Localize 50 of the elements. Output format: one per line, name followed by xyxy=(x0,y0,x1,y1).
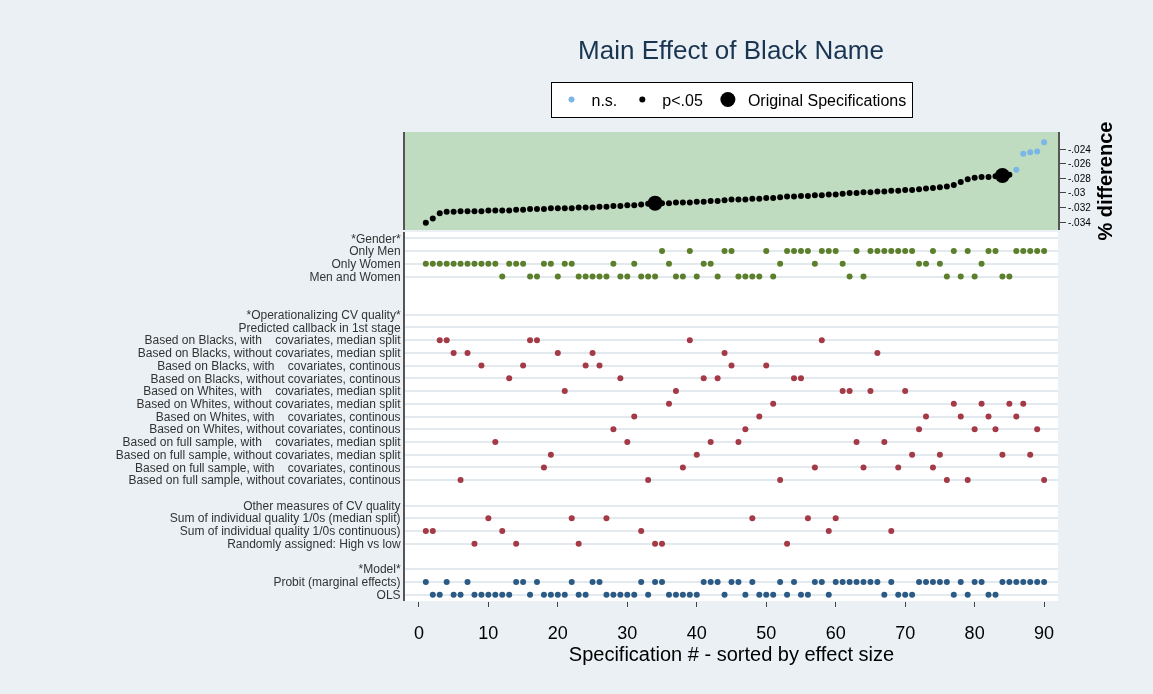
y-tick-label: Based on Whites, without covariates, median split xyxy=(136,396,402,411)
y-tick-label: Based on full sample, with covariates, continous xyxy=(135,460,401,475)
y-tick-label: Other measures of CV quality xyxy=(243,498,401,513)
y-tick-label: Sum of individual quality 1/0s continuous) xyxy=(179,524,401,539)
x-tick-label: 20 xyxy=(547,622,568,643)
y-tick-label: -.034 xyxy=(1068,216,1092,228)
y-tick-label: Based on full sample, with covariates, median split xyxy=(122,435,402,450)
y-tick-label: -.026 xyxy=(1068,158,1092,170)
legend-label: p<.05 xyxy=(662,91,703,109)
x-tick-label: 70 xyxy=(895,622,916,643)
x-tick-label: 10 xyxy=(478,622,499,643)
x-tick-label: 80 xyxy=(964,622,985,643)
point xyxy=(1027,149,1034,156)
y-tick-label: Only Women xyxy=(331,257,401,272)
point xyxy=(647,195,663,211)
x-tick-label: 0 xyxy=(413,622,424,643)
y-tick-label: Based on Blacks, without covariates, continous xyxy=(150,371,401,386)
x-tick-label: 60 xyxy=(825,622,846,643)
y-tick-label: *Model* xyxy=(358,562,401,577)
y-tick-label: Sum of individual quality 1/0s (median split) xyxy=(169,511,401,526)
y-tick-label: Probit (marginal effects) xyxy=(273,575,401,590)
y-tick-label: Based on Blacks, without covariates, median split xyxy=(137,346,402,361)
x-tick-label: 40 xyxy=(686,622,707,643)
point xyxy=(1013,166,1020,173)
y-tick-label: Based on Whites, with covariates, continous xyxy=(155,409,401,424)
y-tick-label: Only Men xyxy=(349,244,401,259)
y-tick-label: Based on full sample, without covariates, continous xyxy=(128,473,401,488)
x-tick-label: 30 xyxy=(617,622,638,643)
y-tick-label: *Operationalizing CV quality* xyxy=(246,307,401,322)
point xyxy=(1041,139,1048,146)
y-tick-label: -.028 xyxy=(1068,172,1092,184)
y-tick-label: -.024 xyxy=(1068,143,1092,155)
point xyxy=(1020,150,1027,157)
y-tick-label: Based on Whites, without covariates, continous xyxy=(149,422,401,437)
point xyxy=(1034,148,1041,155)
y-tick-label: Based on Whites, with covariates, median split xyxy=(143,384,402,399)
legend-label: n.s. xyxy=(591,91,618,109)
y-tick-label: -.03 xyxy=(1068,187,1086,199)
x-tick-label: 90 xyxy=(1034,622,1055,643)
chart-title: Main Effect of Black Name xyxy=(578,35,884,66)
x-axis-title: Specification # - sorted by effect size xyxy=(568,642,895,665)
y-tick-label: Based on Blacks, with covariates, median split xyxy=(144,333,402,348)
point xyxy=(994,168,1010,184)
y-tick-label: -.032 xyxy=(1068,202,1092,213)
x-tick-label: 50 xyxy=(756,622,777,643)
y-tick-label: *Gender* xyxy=(351,231,401,246)
y-tick-label: Men and Women xyxy=(309,269,401,284)
y-axis-title: % difference xyxy=(1094,121,1117,241)
legend-label: Original Specifications xyxy=(747,91,907,109)
y-tick-label: Based on Blacks, with covariates, continous xyxy=(157,358,401,373)
